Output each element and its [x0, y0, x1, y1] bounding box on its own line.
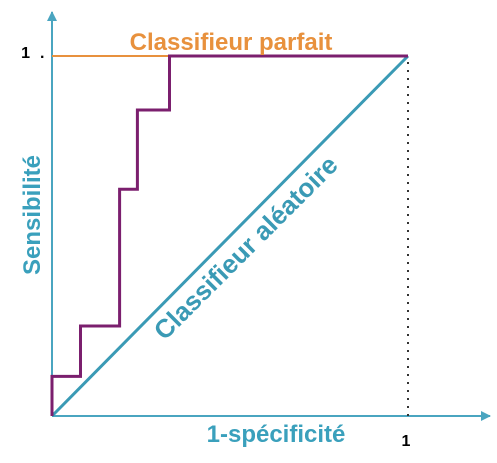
random-classifier-line: [50, 54, 410, 418]
perfect-classifier-label: Classifieur parfait: [130, 29, 333, 56]
x-tick-label-1: 1: [402, 433, 411, 450]
roc-curve: [50, 54, 408, 416]
random-classifier-label: Classifieur aléatoire: [148, 150, 344, 346]
y-axis-label: Sensibilité: [19, 155, 46, 275]
y-tick-label-1: 1: [21, 45, 30, 62]
x-axis-label: 1-spécificité: [207, 421, 346, 448]
y-tick-dot: .: [40, 45, 44, 62]
